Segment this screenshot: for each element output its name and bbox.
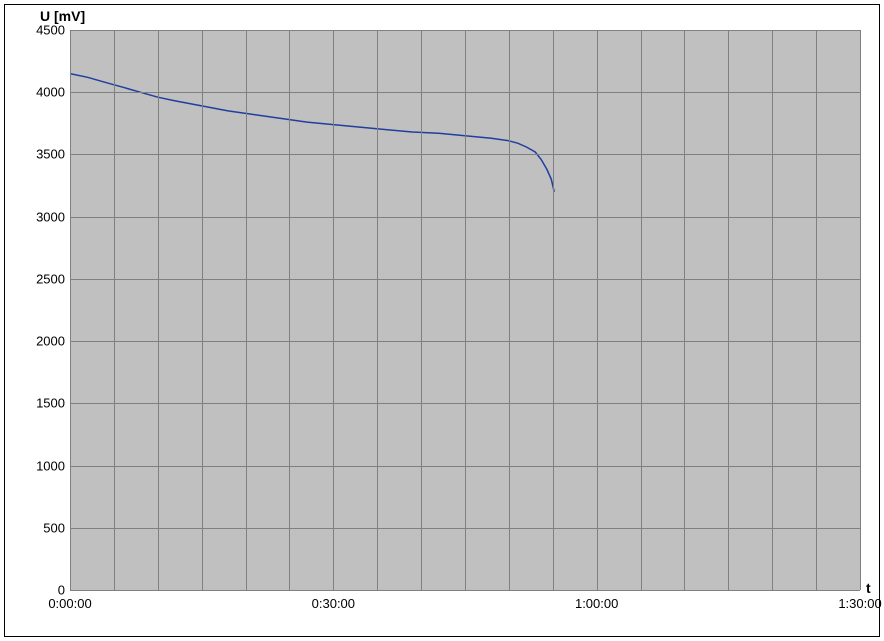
gridline-vertical — [465, 30, 466, 590]
x-tick-label: 0:30:00 — [312, 596, 355, 611]
y-tick-label: 4500 — [25, 23, 65, 38]
gridline-vertical — [816, 30, 817, 590]
x-axis-title: t — [866, 580, 871, 596]
gridline-vertical — [246, 30, 247, 590]
gridline-horizontal — [70, 279, 860, 280]
gridline-vertical — [421, 30, 422, 590]
gridline-vertical — [597, 30, 598, 590]
gridline-horizontal — [70, 590, 860, 591]
y-tick-label: 1000 — [25, 458, 65, 473]
y-tick-label: 500 — [25, 520, 65, 535]
gridline-horizontal — [70, 92, 860, 93]
gridline-vertical — [114, 30, 115, 590]
gridline-vertical — [289, 30, 290, 590]
gridline-vertical — [202, 30, 203, 590]
gridline-horizontal — [70, 154, 860, 155]
gridline-horizontal — [70, 217, 860, 218]
gridline-vertical — [509, 30, 510, 590]
gridline-vertical — [70, 30, 71, 590]
y-tick-label: 2000 — [25, 334, 65, 349]
gridline-vertical — [684, 30, 685, 590]
gridline-horizontal — [70, 30, 860, 31]
gridline-vertical — [553, 30, 554, 590]
gridline-vertical — [860, 30, 861, 590]
y-tick-label: 2500 — [25, 271, 65, 286]
y-tick-label: 4000 — [25, 85, 65, 100]
y-tick-label: 3000 — [25, 209, 65, 224]
gridline-vertical — [728, 30, 729, 590]
y-tick-label: 1500 — [25, 396, 65, 411]
gridline-horizontal — [70, 466, 860, 467]
gridline-vertical — [158, 30, 159, 590]
gridline-horizontal — [70, 528, 860, 529]
gridline-vertical — [641, 30, 642, 590]
plot-area — [70, 30, 860, 590]
gridline-vertical — [772, 30, 773, 590]
gridline-vertical — [333, 30, 334, 590]
gridline-horizontal — [70, 403, 860, 404]
gridline-horizontal — [70, 341, 860, 342]
x-tick-label: 0:00:00 — [48, 596, 91, 611]
x-tick-label: 1:00:00 — [575, 596, 618, 611]
x-tick-label: 1:30:00 — [838, 596, 881, 611]
y-tick-label: 3500 — [25, 147, 65, 162]
chart-container: U [mV] t 0500100015002000250030003500400… — [0, 0, 884, 641]
gridline-vertical — [377, 30, 378, 590]
